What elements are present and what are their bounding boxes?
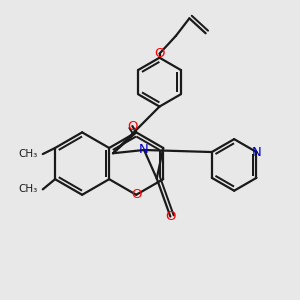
- Text: N: N: [252, 146, 261, 158]
- Text: O: O: [131, 188, 142, 201]
- Text: O: O: [165, 210, 175, 223]
- Text: CH₃: CH₃: [18, 184, 38, 194]
- Text: CH₃: CH₃: [18, 149, 38, 159]
- Text: O: O: [127, 120, 138, 133]
- Text: O: O: [154, 47, 165, 60]
- Text: N: N: [139, 143, 149, 157]
